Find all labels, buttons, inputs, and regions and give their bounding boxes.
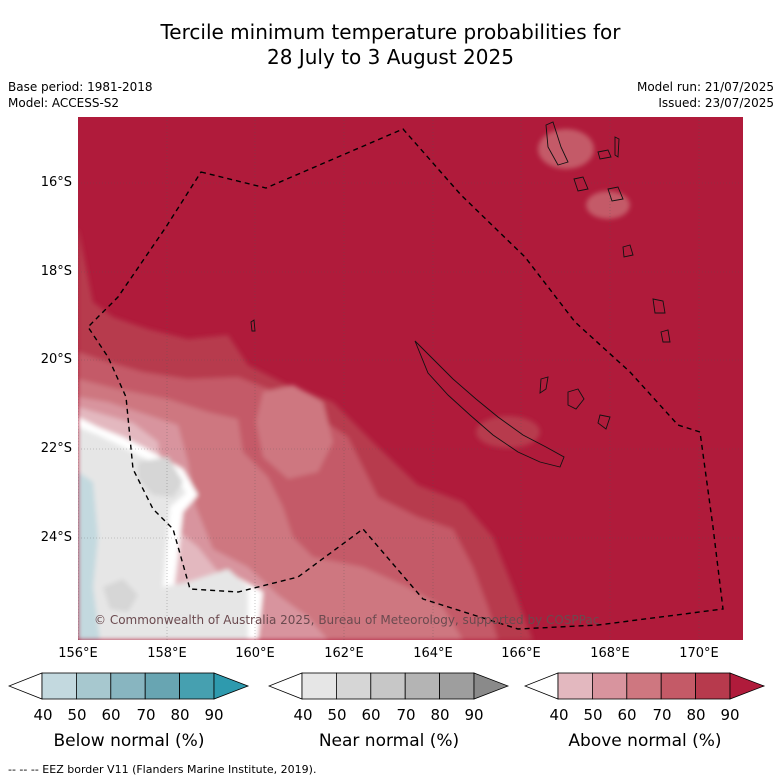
- new-caledonia-island: [414, 340, 565, 468]
- lon-tick-168e: 168°E: [590, 646, 630, 661]
- model-name: Model: ACCESS-S2: [8, 96, 120, 110]
- copyright-text: © Commonwealth of Australia 2025, Bureau…: [94, 613, 599, 627]
- cbar-tick: 70: [652, 706, 672, 724]
- lon-tick-164e: 164°E: [413, 646, 453, 661]
- cbar-tick: 60: [101, 706, 121, 724]
- title-line-1: Tercile minimum temperature probabilitie…: [160, 20, 621, 44]
- colorbar-segment: [370, 672, 406, 700]
- loyalty-island-2: [567, 388, 585, 410]
- colorbar-low-extend: [8, 672, 43, 700]
- vanuatu-island-c: [573, 176, 589, 192]
- lat-tick-18s: 18°S: [40, 264, 72, 279]
- colorbar-label-below: Below normal (%): [53, 731, 205, 751]
- colorbar-high-extend: [473, 672, 510, 700]
- above-normal-pocket-new-caledonia: [476, 416, 540, 448]
- colorbar-segment: [626, 672, 662, 700]
- colorbar-label-near: Near normal (%): [318, 731, 460, 751]
- colorbar-segment: [695, 672, 731, 700]
- colorbar-segment: [301, 672, 337, 700]
- vanuatu-island-e: [622, 244, 634, 258]
- reef-island: [250, 319, 256, 332]
- colorbar-segment: [439, 672, 475, 700]
- cbar-tick: 60: [617, 706, 637, 724]
- cbar-tick: 60: [361, 706, 381, 724]
- eez-legend-footer: -- -- -- EEZ border V11 (Flanders Marine…: [8, 763, 317, 776]
- cbar-tick: 50: [67, 706, 87, 724]
- espiritu-santo-island: [545, 121, 569, 166]
- model-run: Model run: 21/07/2025: [636, 80, 774, 94]
- cbar-tick: 70: [396, 706, 416, 724]
- lon-tick-170e: 170°E: [679, 646, 719, 661]
- cbar-tick: 90: [720, 706, 740, 724]
- cbar-tick: 50: [327, 706, 347, 724]
- colorbar-segment: [336, 672, 372, 700]
- meta-left: Base period: 1981-2018 Model: ACCESS-S2: [8, 79, 153, 111]
- colorbar-segment: [592, 672, 628, 700]
- cbar-tick: 90: [204, 706, 224, 724]
- vanuatu-island-d: [607, 186, 624, 202]
- cbar-tick: 90: [464, 706, 484, 724]
- cbar-tick: 50: [583, 706, 603, 724]
- cbar-tick: 80: [430, 706, 450, 724]
- lon-tick-158e: 158°E: [147, 646, 187, 661]
- vanuatu-island-f: [652, 298, 666, 314]
- colorbar-low-extend: [524, 672, 559, 700]
- loyalty-island-1: [539, 376, 549, 394]
- cbar-tick: 80: [170, 706, 190, 724]
- below-normal-50-region: [78, 472, 100, 640]
- colorbar-high-extend: [729, 672, 766, 700]
- vanuatu-island-b: [614, 136, 620, 158]
- title-line-2: 28 July to 3 August 2025: [267, 45, 514, 69]
- colorbar-segment: [179, 672, 215, 700]
- colorbar-high-extend: [213, 672, 250, 700]
- lon-tick-162e: 162°E: [324, 646, 364, 661]
- above-normal-60-patch: [256, 385, 333, 479]
- cbar-tick: 40: [293, 706, 313, 724]
- colorbar-above-normal: [524, 672, 766, 700]
- colorbar-segment: [76, 672, 112, 700]
- colorbar-segment: [660, 672, 696, 700]
- lon-tick-156e: 156°E: [58, 646, 98, 661]
- issued-date: Issued: 23/07/2025: [658, 96, 774, 110]
- vanuatu-island-g: [660, 329, 671, 343]
- colorbar-segment: [110, 672, 146, 700]
- cbar-tick: 40: [33, 706, 53, 724]
- colorbar-below-normal: [8, 672, 250, 700]
- lat-tick-22s: 22°S: [40, 441, 72, 456]
- probability-map: © Commonwealth of Australia 2025, Bureau…: [78, 117, 743, 640]
- lon-tick-160e: 160°E: [235, 646, 275, 661]
- loyalty-island-3: [597, 414, 611, 430]
- lat-tick-20s: 20°S: [40, 352, 72, 367]
- coastlines: [250, 121, 671, 468]
- base-period: Base period: 1981-2018: [8, 80, 153, 94]
- cbar-tick: 40: [549, 706, 569, 724]
- colorbar-segment: [557, 672, 593, 700]
- eez-border: [87, 128, 724, 630]
- vanuatu-island-a: [597, 149, 612, 160]
- colorbar-low-extend: [268, 672, 303, 700]
- lat-tick-16s: 16°S: [40, 175, 72, 190]
- cbar-tick: 70: [136, 706, 156, 724]
- above-normal-pocket-north: [538, 129, 594, 169]
- above-normal-pocket-vanuatu: [586, 191, 630, 219]
- lon-tick-166e: 166°E: [501, 646, 541, 661]
- lat-tick-24s: 24°S: [40, 530, 72, 545]
- colorbar-segment: [41, 672, 77, 700]
- colorbar-segment: [144, 672, 180, 700]
- cbar-tick: 80: [686, 706, 706, 724]
- colorbar-segment: [404, 672, 440, 700]
- near-normal-60-patch: [138, 457, 183, 497]
- near-normal-60-patch-south: [103, 579, 138, 612]
- colorbar-label-above: Above normal (%): [568, 731, 722, 751]
- meta-right: Model run: 21/07/2025 Issued: 23/07/2025: [637, 79, 774, 111]
- colorbar-near-normal: [268, 672, 510, 700]
